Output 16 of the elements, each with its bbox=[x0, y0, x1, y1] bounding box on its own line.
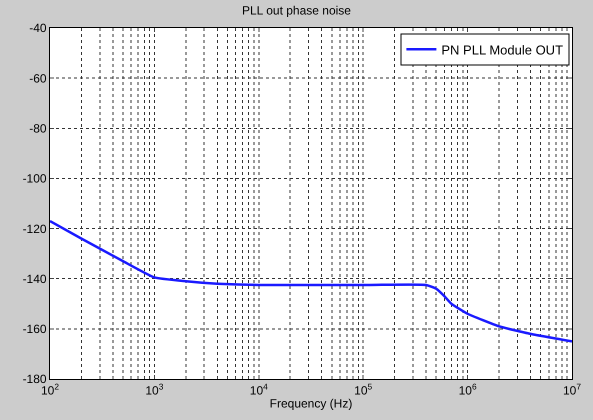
x-axis-title: Frequency (Hz) bbox=[270, 396, 352, 410]
y-tick-label: -120 bbox=[22, 222, 47, 236]
y-tick-label: -100 bbox=[22, 172, 47, 186]
y-tick-label: -140 bbox=[22, 272, 47, 286]
y-tick-label: -80 bbox=[29, 121, 47, 136]
chart-title: PLL out phase noise bbox=[242, 4, 352, 18]
x-tick-label: 10$^{3}$ bbox=[145, 381, 164, 398]
legend-label: PN PLL Module OUT bbox=[441, 42, 564, 58]
x-tick-label: 10$^{6}$ bbox=[458, 381, 477, 398]
y-tick-label: -180 bbox=[22, 372, 47, 386]
y-tick-label: -160 bbox=[22, 322, 47, 336]
x-tick-label: 10$^{5}$ bbox=[354, 381, 373, 398]
y-tick-label: -40 bbox=[29, 21, 47, 36]
x-tick-label: 10$^{7}$ bbox=[562, 381, 582, 398]
y-tick-label: -60 bbox=[29, 71, 47, 86]
x-tick-label: 10$^{4}$ bbox=[250, 381, 268, 398]
